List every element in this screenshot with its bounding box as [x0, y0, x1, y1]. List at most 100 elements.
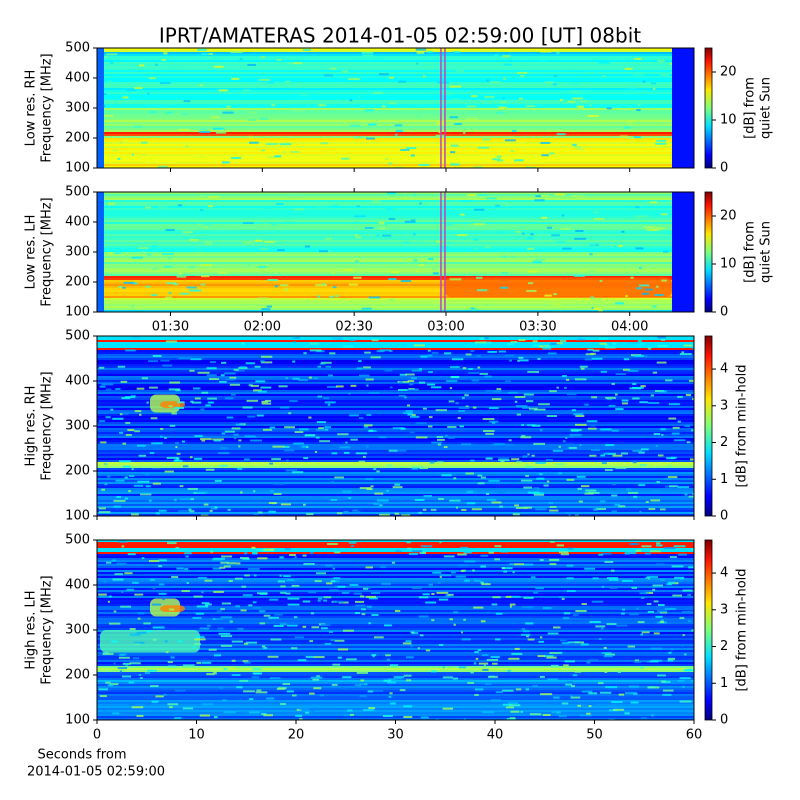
spectrogram-row — [97, 72, 694, 74]
x-tick-label: 03:30 — [519, 320, 556, 335]
spectrogram-speckle — [465, 405, 469, 408]
colorbar-label: quiet Sun — [759, 221, 774, 283]
spectrogram-speckle — [311, 709, 316, 712]
spectrogram-speckle — [302, 600, 311, 603]
spectrogram-speckle — [106, 475, 111, 478]
spectrogram-row — [97, 422, 694, 424]
spectrogram-speckle — [639, 267, 642, 270]
spectrogram-speckle — [348, 283, 358, 286]
spectrogram-speckle — [659, 508, 666, 511]
spectrogram-speckle — [209, 361, 216, 364]
spectrogram-speckle — [428, 371, 433, 374]
spectrogram-speckle — [238, 439, 242, 442]
spectrogram-speckle — [444, 223, 453, 226]
spectrogram-speckle — [562, 617, 570, 620]
spectrogram-speckle — [114, 252, 121, 255]
spectrogram-speckle — [690, 458, 694, 461]
spectrogram-speckle — [332, 204, 339, 207]
spectrogram-speckle — [208, 648, 217, 651]
spectrogram-speckle — [334, 551, 341, 554]
spectrogram-speckle — [376, 470, 380, 473]
spectrogram-speckle — [402, 241, 410, 244]
spectrogram-speckle — [230, 51, 243, 54]
spectrogram-speckle — [167, 661, 173, 664]
spectrogram-speckle — [197, 48, 207, 51]
spectrogram-speckle — [549, 540, 555, 543]
spectrogram-speckle — [627, 491, 639, 494]
spectrogram-speckle — [120, 605, 131, 608]
spectrogram-speckle — [611, 382, 615, 385]
spectrogram-speckle — [574, 641, 585, 644]
spectrogram-speckle — [463, 551, 472, 554]
spectrogram-speckle — [324, 428, 329, 431]
spectrogram-speckle — [604, 653, 616, 656]
spectrogram-speckle — [394, 677, 402, 680]
spectrogram-speckle — [594, 243, 599, 246]
spectrogram-speckle — [548, 502, 554, 505]
spectrogram-row — [97, 598, 694, 600]
spectrogram-speckle — [598, 309, 603, 312]
spectrogram-speckle — [278, 687, 287, 690]
spectrogram-speckle — [116, 562, 127, 565]
instrument-gap — [672, 192, 694, 312]
spectrogram-speckle — [566, 393, 577, 396]
spectrogram-speckle — [567, 681, 573, 684]
spectrogram-row — [97, 608, 694, 610]
spectrogram-row — [97, 74, 694, 76]
x-tick-label: 03:00 — [427, 320, 464, 335]
spectrogram-speckle — [313, 377, 318, 380]
spectrogram-speckle — [445, 154, 452, 157]
spectrogram-speckle — [115, 387, 121, 390]
spectrogram-speckle — [334, 295, 339, 298]
spectrogram-speckle — [373, 636, 384, 639]
spectrogram-speckle — [418, 615, 429, 618]
instrument-gap — [672, 48, 694, 168]
spectrogram-speckle — [393, 676, 405, 679]
spectrogram-speckle — [205, 468, 215, 471]
spectrogram-speckle — [576, 148, 585, 151]
spectrogram-speckle — [662, 693, 672, 696]
spectrogram-row — [97, 226, 694, 228]
spectrogram-speckle — [415, 48, 427, 51]
spectrogram-row — [97, 472, 694, 474]
spectrogram-speckle — [272, 482, 285, 485]
spectrogram-speckle — [395, 129, 404, 132]
spectrogram-row — [97, 118, 694, 120]
spectrogram-speckle — [107, 252, 113, 255]
spectrogram-speckle — [531, 424, 541, 427]
spectrogram-speckle — [499, 505, 504, 508]
spectrogram-row — [97, 590, 694, 592]
spectrogram-row — [97, 638, 694, 640]
spectrogram-speckle — [128, 490, 131, 493]
spectrogram-speckle — [657, 59, 665, 62]
spectrogram-speckle — [428, 416, 433, 419]
spectrogram-speckle — [628, 685, 639, 688]
spectrogram-speckle — [516, 461, 522, 464]
spectrogram-speckle — [236, 562, 241, 565]
y-tick-label: 300 — [65, 419, 90, 434]
spectrogram-speckle — [647, 402, 660, 405]
spectrogram-speckle — [464, 560, 476, 563]
spectrogram-speckle — [530, 233, 534, 236]
spectrogram-speckle — [343, 345, 354, 348]
spectrogram-row — [97, 570, 694, 572]
spectrogram-speckle — [129, 474, 135, 477]
spectrogram-speckle — [571, 409, 576, 412]
spectrogram-speckle — [253, 574, 257, 577]
spectrogram-speckle — [302, 625, 307, 628]
spectrogram-speckle — [270, 490, 274, 493]
spectrogram-speckle — [134, 410, 142, 413]
spectrogram-speckle — [639, 510, 642, 513]
spectrogram-speckle — [574, 237, 587, 240]
spectrogram-speckle — [458, 564, 469, 567]
spectrogram-speckle — [504, 63, 512, 66]
spectrogram-speckle — [522, 563, 534, 566]
spectrogram-speckle — [291, 584, 300, 587]
spectrogram-speckle — [182, 707, 194, 710]
spectrogram-speckle — [343, 510, 349, 513]
spectrogram-speckle — [661, 213, 668, 216]
spectrogram-speckle — [463, 718, 467, 720]
spectrogram-speckle — [586, 661, 591, 664]
spectrogram-speckle — [364, 298, 368, 301]
spectrogram-speckle — [481, 341, 492, 344]
